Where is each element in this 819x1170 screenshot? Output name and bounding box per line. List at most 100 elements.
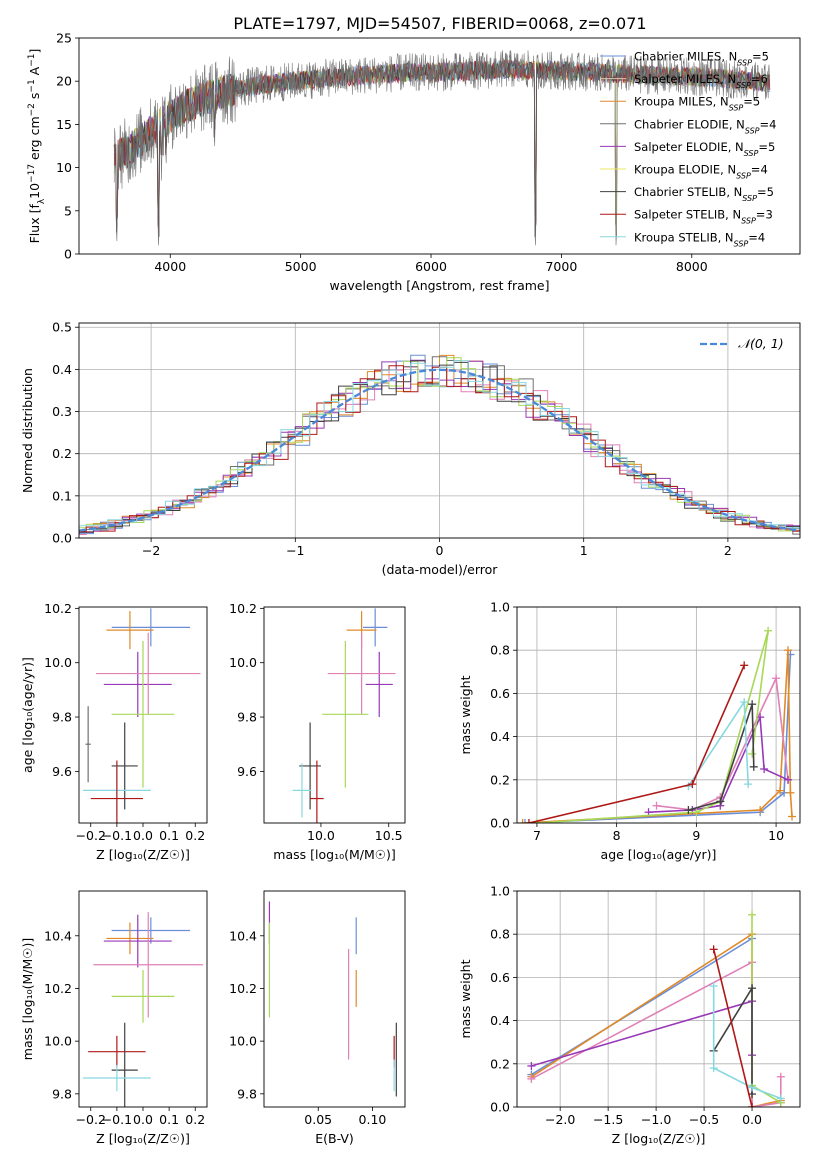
series-marker xyxy=(740,698,749,707)
errorbar-point xyxy=(106,611,154,650)
errorbar-point xyxy=(88,1035,146,1068)
legend-nssp-sub: SSP xyxy=(742,194,757,203)
series-marker xyxy=(784,775,793,784)
series-marker xyxy=(709,945,718,954)
y-tick-label: 0.4 xyxy=(490,729,510,744)
legend-equals: = xyxy=(748,230,758,244)
legend-model: Kroupa STELIB xyxy=(634,230,718,244)
errorbar-point xyxy=(111,608,191,647)
series-marker xyxy=(748,984,757,993)
legend-model: Kroupa ELODIE xyxy=(634,163,720,177)
x-tick-label: 8 xyxy=(613,828,621,843)
errorbar-point xyxy=(103,651,172,718)
y-tick-label: 20 xyxy=(56,74,72,89)
legend-nssp-sub: SSP xyxy=(741,216,756,225)
y-tick-label: 9.8 xyxy=(237,710,257,725)
legend-entry: Salpeter STELIB, NSSP=3 xyxy=(634,208,773,226)
y-tick-label: 0.1 xyxy=(52,488,72,503)
series-line xyxy=(712,949,753,1107)
axes-frame xyxy=(516,606,801,824)
series-marker xyxy=(688,780,697,789)
legend-entry: Kroupa STELIB, NSSP=4 xyxy=(634,230,765,248)
errorbar-point xyxy=(85,706,91,783)
y-tick-label: 0.6 xyxy=(490,970,510,985)
legend-nssp-value: 4 xyxy=(758,230,765,244)
x-tick-label: 0.1 xyxy=(159,1112,179,1127)
y-axis-label: Flux [fλ10−17 erg cm−2 s−1 A−1] xyxy=(27,49,47,244)
series-marker xyxy=(748,749,757,758)
legend-nssp-value: 5 xyxy=(767,185,774,199)
series-marker xyxy=(748,1083,757,1092)
y-tick-label: 10.0 xyxy=(229,655,257,670)
x-tick-label: 10.0 xyxy=(307,828,335,843)
series-line xyxy=(530,937,753,1076)
y-axis-label: age [log₁₀(age/yr)] xyxy=(20,657,35,773)
y-tick-label: 0.4 xyxy=(52,362,72,377)
x-tick-label: −0.1 xyxy=(102,828,132,843)
y-tick-label: 0.8 xyxy=(490,927,510,942)
legend-equals: = xyxy=(757,185,767,199)
series-marker xyxy=(524,819,533,823)
y-axis-label: mass weight xyxy=(458,675,473,754)
x-tick-label: 0.05 xyxy=(304,1112,332,1127)
series-marker xyxy=(744,780,753,789)
y-tick-label: 0 xyxy=(64,247,72,262)
y-axis-label-part: −2 xyxy=(27,103,37,116)
series-line xyxy=(524,654,792,823)
errorbar-point xyxy=(292,763,312,818)
x-tick-label: −0.5 xyxy=(689,1112,719,1127)
mass_vs_Z-panel: −0.2−0.1 0.0 0.1 0.2 9.8 10.0 10.2 10.4 Z [log₁₀… xyxy=(20,890,208,1146)
series-marker xyxy=(776,1094,785,1103)
axes-frame xyxy=(263,606,406,824)
y-tick-label: 9.8 xyxy=(52,1086,72,1101)
legend-entry: Chabrier ELODIE, NSSP=4 xyxy=(634,117,776,135)
errorbar-point xyxy=(90,760,143,823)
series-marker xyxy=(756,806,765,815)
y-tick-label: 10.2 xyxy=(44,981,72,996)
series-marker xyxy=(786,788,795,797)
errorbar-point xyxy=(95,632,201,715)
x-tick-label: 0.1 xyxy=(159,828,179,843)
y-tick-label: 10.0 xyxy=(44,655,72,670)
x-tick-label: −0.2 xyxy=(76,828,106,843)
legend-nssp-value: 4 xyxy=(760,163,767,177)
y-axis-label: Normed distribution xyxy=(20,368,35,493)
x-tick-label: 10 xyxy=(768,828,784,843)
legend-equals: = xyxy=(758,140,768,154)
errorbar-point xyxy=(93,912,204,1018)
series-marker xyxy=(652,801,661,810)
y-tick-label: 5 xyxy=(64,203,72,218)
x-tick-label: 7 xyxy=(533,828,541,843)
x-tick-label: −2 xyxy=(142,543,160,558)
x-tick-label: −1.5 xyxy=(593,1112,623,1127)
y-axis-label-part: −1 xyxy=(27,79,37,92)
axes-frame xyxy=(78,322,801,539)
series-line xyxy=(531,1000,753,1067)
errorbar-point xyxy=(111,640,175,788)
legend-nssp-value: 4 xyxy=(769,117,776,131)
x-tick-label: 7000 xyxy=(545,259,577,274)
y-tick-label: 9.8 xyxy=(237,1086,257,1101)
legend-equals: = xyxy=(760,117,770,131)
series-line xyxy=(656,675,789,811)
series-marker xyxy=(709,1064,718,1073)
spectrum-panel: 4000 5000 6000 7000 8000 0 5 10 15 20 25 wavelength… xyxy=(27,31,801,293)
legend-entry: Chabrier STELIB, NSSP=5 xyxy=(634,185,774,203)
x-axis-label: E(B-V) xyxy=(315,1131,354,1146)
x-tick-label: 0 xyxy=(436,543,444,558)
mass_weight_vs_age-panel: 7 8 9 10 0.0 0.2 0.4 0.6 0.8 1.0 age [log₁₀(age/yr… xyxy=(458,600,801,862)
legend-equals: = xyxy=(751,163,761,177)
axes-frame xyxy=(78,606,208,824)
series-marker xyxy=(520,819,529,823)
x-tick-label: 0.0 xyxy=(133,1112,153,1127)
axes-frame xyxy=(78,890,208,1108)
y-axis-label-part: A xyxy=(27,66,42,79)
legend-nssp-prefix: , N xyxy=(718,230,734,244)
y-axis-label-part: erg cm xyxy=(27,116,42,164)
series-line xyxy=(531,960,782,1107)
x-axis-label: Z [log₁₀(Z/Z☉)] xyxy=(612,1131,706,1146)
errorbars xyxy=(292,608,396,823)
errorbar-point xyxy=(327,632,396,715)
y-tick-label: 10 xyxy=(56,160,72,175)
y-tick-label: 10.0 xyxy=(44,1034,72,1049)
